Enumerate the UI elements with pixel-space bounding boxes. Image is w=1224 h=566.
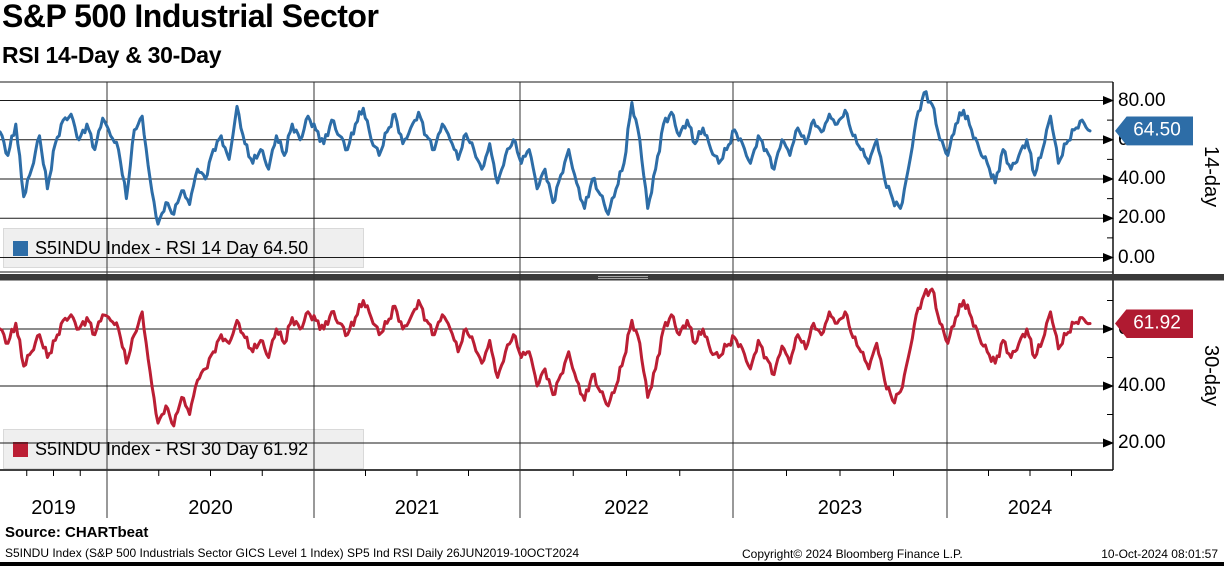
x-axis-year-label: 2019 (31, 497, 76, 519)
page-subtitle: RSI 14-Day & 30-Day (2, 42, 222, 68)
legend-swatch-red (13, 441, 28, 457)
x-axis-year-label: 2021 (394, 497, 440, 519)
legend-rsi14[interactable]: S5INDU Index - RSI 14 Day 64.50 (3, 228, 364, 268)
page-title: S&P 500 Industrial Sector (2, 0, 379, 34)
x-axis-year-label: 2024 (1007, 497, 1053, 519)
panel-divider-grip[interactable] (598, 274, 648, 281)
last-value-badge-rsi30: 61.92 (1115, 309, 1193, 339)
footer-description: S5INDU Index (S&P 500 Industrials Sector… (5, 546, 580, 560)
x-axis-year-label: 2022 (604, 497, 649, 519)
axis-label-14day: 14-day (1200, 146, 1222, 208)
legend-rsi14-label: S5INDU Index - RSI 14 Day 64.50 (35, 237, 309, 258)
last-value-badge-rsi14: 64.50 (1115, 116, 1193, 146)
x-axis-year-label: 2020 (188, 497, 233, 519)
bottom-border (0, 562, 1224, 566)
footer-copyright: Copyright© 2024 Bloomberg Finance L.P. (742, 547, 963, 561)
y-tick-label: 20.00 (1118, 432, 1166, 453)
y-tick-label: 80.00 (1118, 89, 1166, 111)
y-tick-label: 40.00 (1118, 168, 1166, 189)
x-axis-year-label: 2023 (817, 497, 863, 519)
legend-rsi30[interactable]: S5INDU Index - RSI 30 Day 61.92 (3, 429, 364, 469)
y-tick-label: 40.00 (1118, 375, 1166, 396)
y-tick-label: 20.00 (1118, 207, 1166, 229)
footer-timestamp: 10-Oct-2024 08:01:57 (1101, 547, 1218, 561)
axis-label-30day: 30-day (1200, 345, 1222, 407)
y-tick-label: 0.00 (1118, 246, 1155, 268)
legend-swatch-blue (13, 240, 28, 256)
source-label: Source: CHARTbeat (5, 524, 149, 541)
